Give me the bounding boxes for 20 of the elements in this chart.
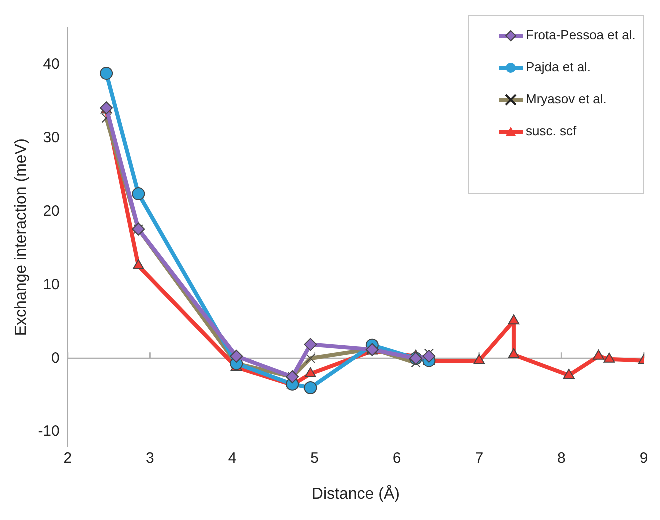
y-tick-label: 10 [43, 276, 60, 294]
x-tick-label: 6 [392, 450, 402, 467]
legend-label: Mryasov et al. [526, 92, 607, 107]
y-axis-title: Exchange interaction (meV) [13, 138, 30, 336]
x-axis-title: Distance (Å) [312, 484, 400, 503]
x-tick-label: 5 [310, 450, 319, 467]
y-tick-label: 20 [43, 202, 60, 220]
x-tick-label: 4 [228, 450, 237, 467]
x-tick-label: 3 [146, 450, 154, 467]
legend-label: susc. scf [526, 124, 577, 139]
legend-label: Frota-Pessoa et al. [526, 28, 636, 43]
x-tick-label: 9 [640, 450, 648, 467]
legend-label: Pajda et al. [526, 60, 592, 75]
y-tick-label: 30 [43, 129, 60, 146]
x-tick-label: 8 [558, 450, 566, 467]
y-tick-label: -10 [38, 423, 60, 440]
x-tick-label: 7 [475, 450, 484, 467]
x-tick-label: 2 [64, 450, 72, 467]
y-tick-label: 40 [43, 56, 60, 73]
y-tick-label: 0 [52, 350, 60, 367]
